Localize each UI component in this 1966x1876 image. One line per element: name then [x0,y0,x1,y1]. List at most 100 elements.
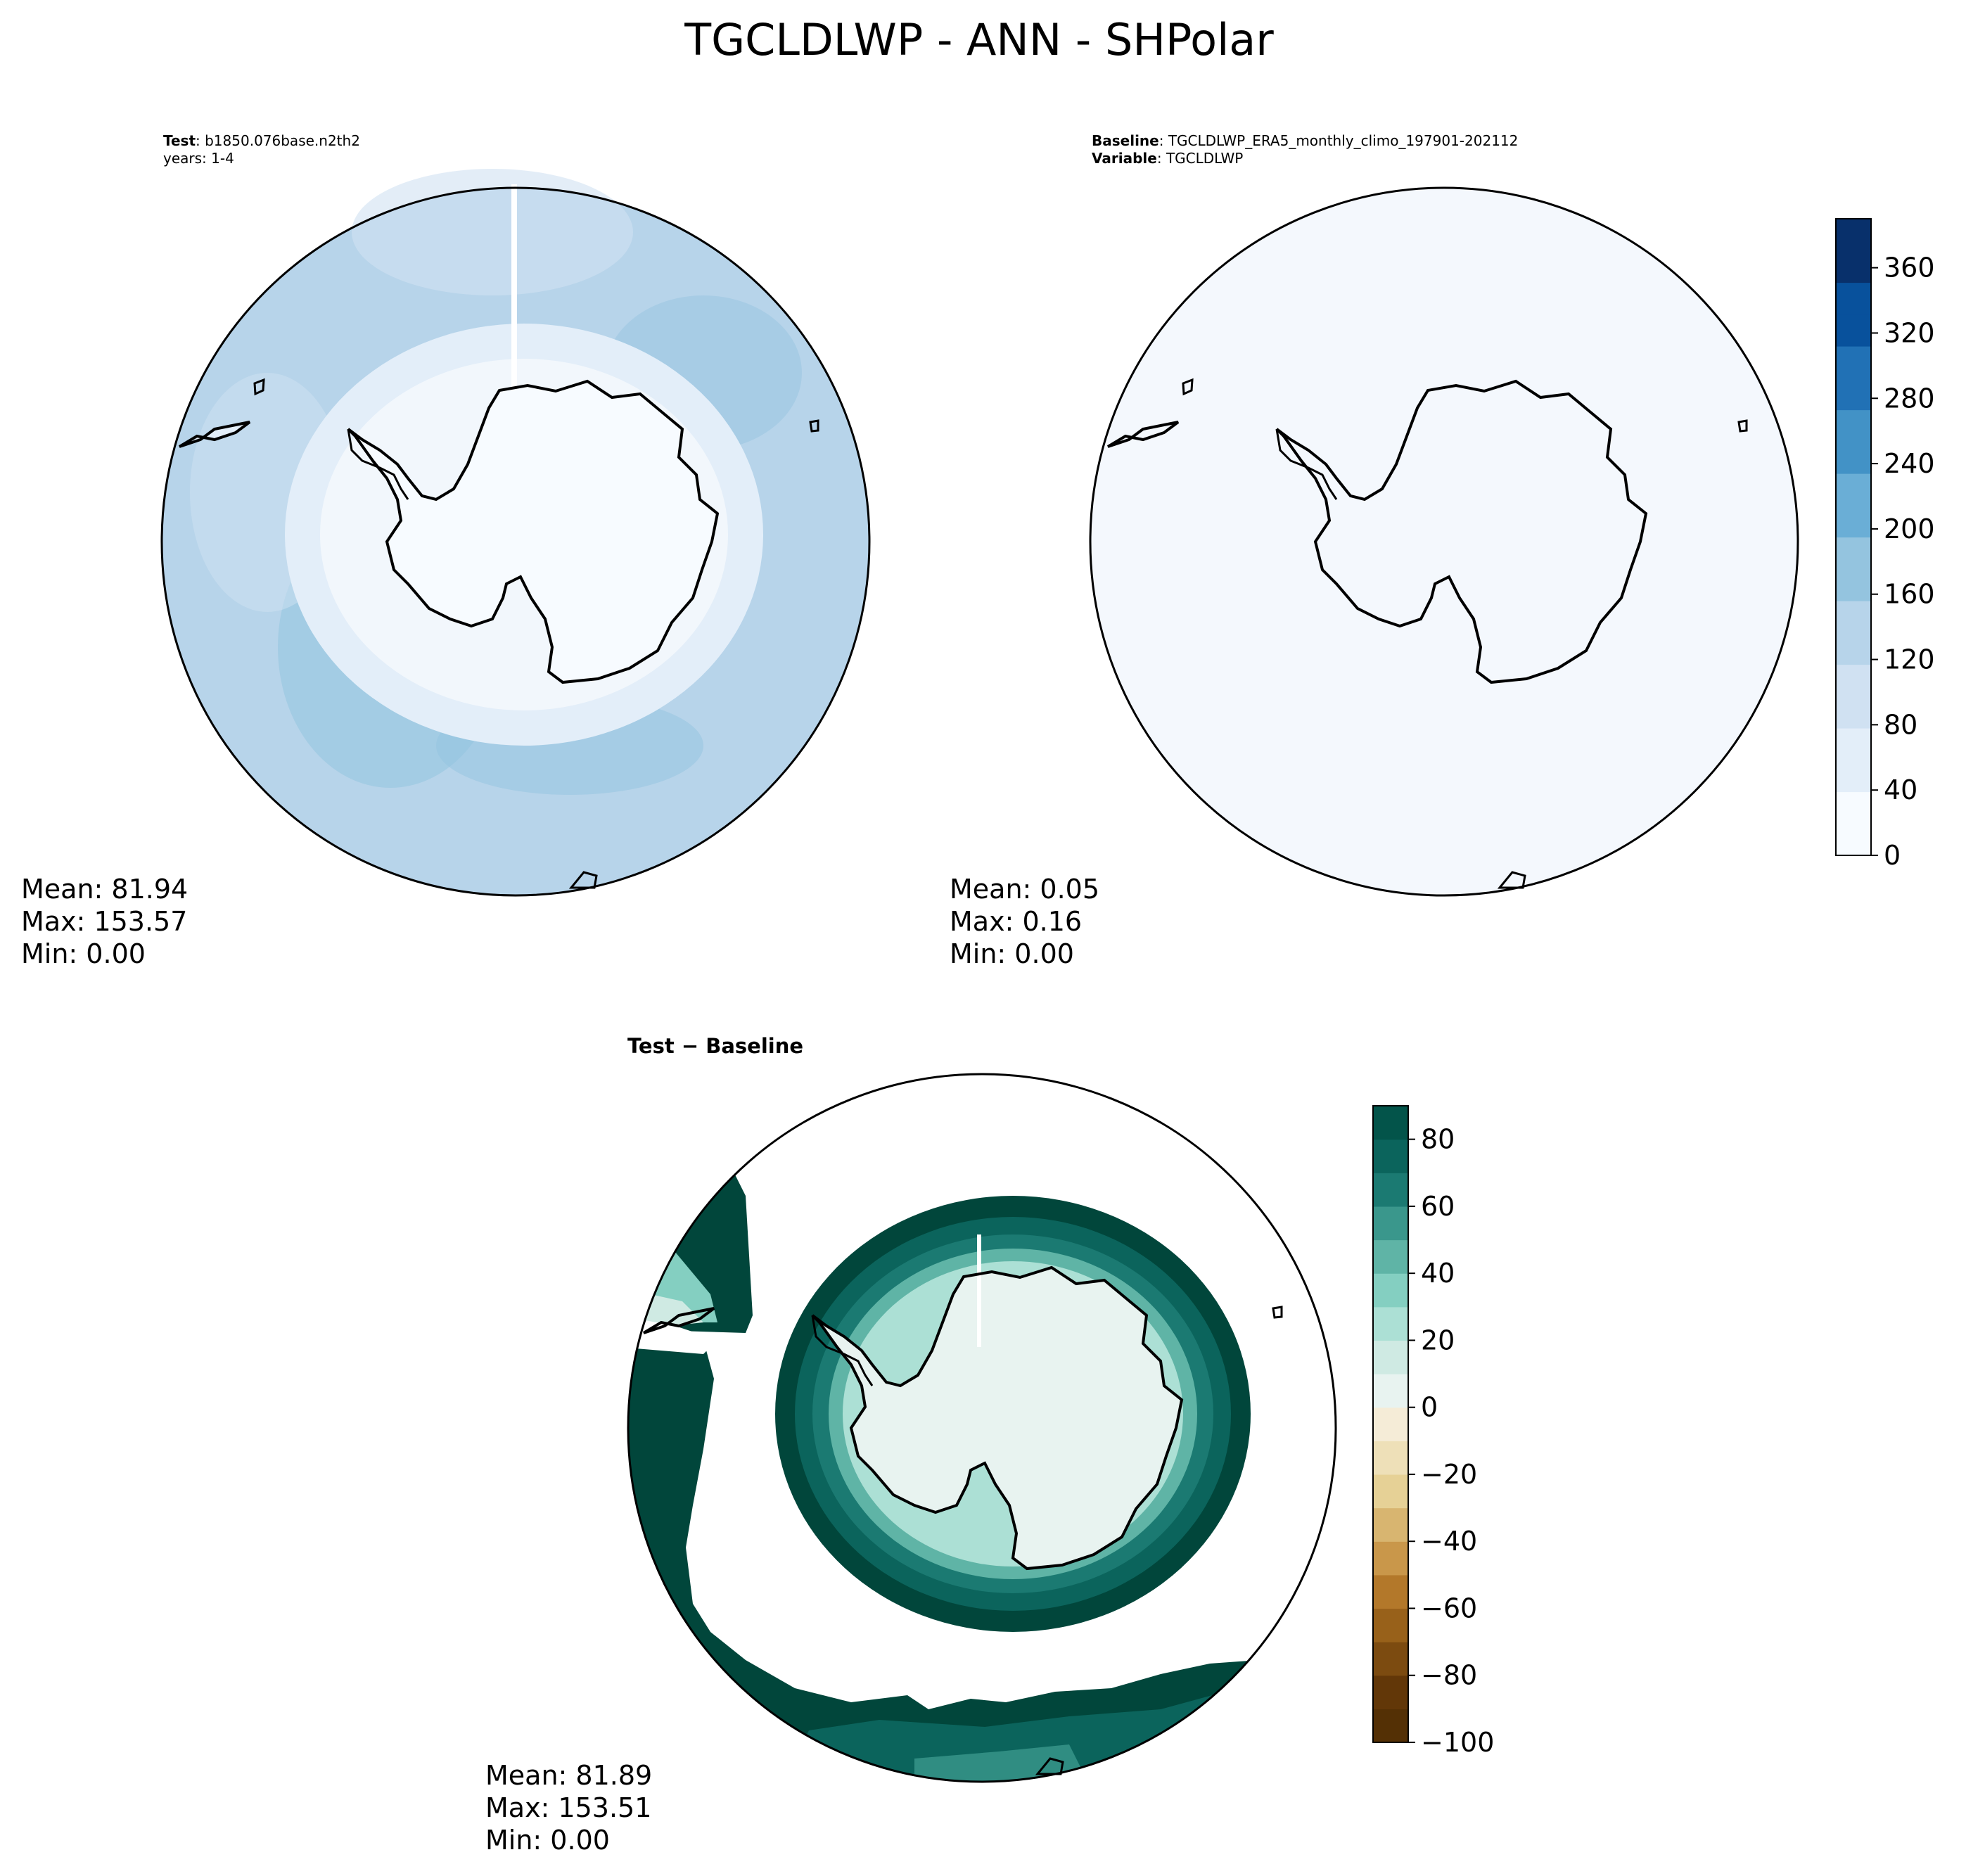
baseline-header-value: : TGCLDLWP_ERA5_monthly_climo_197901-202… [1159,132,1519,149]
baseline-colorbar-tick-label: 280 [1884,383,1935,414]
test-island-outline [809,419,819,433]
difference-colorbar-swatch [1373,1407,1408,1441]
baseline-colorbar-swatch [1836,728,1871,760]
difference-colorbar-tick-label: −100 [1421,1727,1494,1758]
difference-colorbar-swatch [1373,1541,1408,1576]
baseline-island-outline [1182,378,1194,396]
difference-island-outline [1272,1306,1283,1319]
difference-colorbar-swatch [1373,1675,1408,1709]
baseline-colorbar-swatch [1836,282,1871,315]
difference-stat-mean: Mean: 81.89 [485,1760,652,1791]
baseline-stat-min: Min: 0.00 [950,938,1074,969]
baseline-colorbar-swatch [1836,409,1871,442]
baseline-colorbar-swatch [1836,823,1871,856]
baseline-colorbar-swatch [1836,219,1871,251]
difference-colorbar-tick-label: −60 [1421,1593,1477,1623]
baseline-colorbar-swatch [1836,760,1871,793]
difference-map [627,1073,1337,1783]
baseline-colorbar-swatch [1836,346,1871,378]
difference-colorbar-tick-label: −80 [1421,1660,1477,1691]
baseline-stat-max: Max: 0.16 [950,906,1082,937]
baseline-colorbar-swatch [1836,791,1871,824]
baseline-colorbar-swatch [1836,473,1871,506]
difference-colorbar-swatch [1373,1139,1408,1173]
baseline-colorbar-swatch [1836,632,1871,665]
baseline-colorbar-tick-label: 160 [1884,579,1935,610]
difference-missing-column [977,1234,981,1347]
baseline-colorbar-tick-label: 120 [1884,644,1935,675]
difference-colorbar-swatch [1373,1273,1408,1308]
difference-colorbar: −100 −80 −60 −40 −20 0 20 40 60 80 [1372,1105,1494,1758]
baseline-colorbar-swatch [1836,568,1871,601]
baseline-colorbar-swatch [1836,537,1871,570]
test-header-label: Test [163,132,196,149]
difference-colorbar-tick-label: 80 [1421,1124,1455,1155]
baseline-header-line-1: Baseline: TGCLDLWP_ERA5_monthly_climo_19… [1092,132,1518,149]
baseline-header-label: Baseline [1092,132,1159,149]
difference-colorbar-swatch [1373,1441,1408,1475]
baseline-header-line-2: Variable: TGCLDLWP [1092,150,1243,167]
difference-west-sector [628,1340,1266,1782]
baseline-island-outline [1737,419,1748,433]
baseline-colorbar-swatch [1836,250,1871,283]
baseline-colorbar-tick-label: 320 [1884,317,1935,348]
difference-colorbar-frame [1372,1105,1409,1743]
figure-title: TGCLDLWP - ANN - SHPolar [684,14,1274,65]
baseline-colorbar-frame [1835,218,1872,856]
difference-colorbar-swatch [1373,1709,1408,1743]
difference-colorbar-swatch [1373,1106,1408,1140]
difference-stat-min: Min: 0.00 [485,1825,610,1856]
baseline-colorbar-swatch [1836,696,1871,729]
difference-colorbar-tick-label: 20 [1421,1325,1455,1355]
difference-colorbar-swatch [1373,1206,1408,1241]
baseline-colorbar-swatch [1836,601,1871,633]
test-stat-min: Min: 0.00 [21,938,146,969]
panel-difference: Test − Baseline [485,1034,1494,1856]
test-map-border [160,186,871,897]
variable-header-value: : TGCLDLWP [1157,150,1243,167]
difference-colorbar-tick-label: −20 [1421,1459,1477,1490]
difference-colorbar-tick-label: 60 [1421,1191,1455,1222]
baseline-colorbar-swatch [1836,505,1871,538]
baseline-colorbar-swatch [1836,378,1871,411]
baseline-colorbar-tick-label: 40 [1884,774,1917,805]
baseline-colorbar-tick-label: 80 [1884,709,1917,740]
difference-colorbar-swatch [1373,1239,1408,1274]
baseline-colorbar-swatch [1836,314,1871,347]
test-stat-max: Max: 153.57 [21,906,187,937]
baseline-map-border [1089,186,1799,897]
difference-colorbar-swatch [1373,1507,1408,1542]
baseline-colorbar-tick-label: 360 [1884,253,1935,283]
panel-test: Test: b1850.076base.n2th2 years: 1-4 Mea… [21,132,871,969]
difference-colorbar-swatch [1373,1306,1408,1341]
baseline-colorbar-swatch [1836,441,1871,474]
test-header-line-2: years: 1-4 [163,150,234,167]
baseline-colorbar: 0 40 80 120 160 200 240 280 320 360 [1835,218,1935,871]
difference-header: Test − Baseline [627,1034,803,1058]
difference-colorbar-swatch [1373,1374,1408,1408]
difference-colorbar-swatch [1373,1340,1408,1374]
baseline-colorbar-swatch [1836,664,1871,697]
difference-colorbar-tick-label: 0 [1421,1392,1438,1423]
panel-baseline: Baseline: TGCLDLWP_ERA5_monthly_climo_19… [950,132,1935,969]
test-header-line-1: Test: b1850.076base.n2th2 [163,132,360,149]
difference-colorbar-swatch [1373,1642,1408,1676]
baseline-field [1090,188,1798,895]
difference-colorbar-swatch [1373,1574,1408,1609]
difference-colorbar-swatch [1373,1173,1408,1207]
difference-map-border [627,1073,1337,1783]
test-island-outline [253,378,265,396]
variable-header-label: Variable [1092,150,1157,167]
test-stat-mean: Mean: 81.94 [21,874,188,905]
test-header-value: : b1850.076base.n2th2 [196,132,360,149]
test-missing-column [511,184,517,388]
baseline-colorbar-tick-label: 200 [1884,513,1935,544]
difference-colorbar-tick-label: −40 [1421,1526,1477,1557]
difference-colorbar-swatch [1373,1608,1408,1642]
baseline-stat-mean: Mean: 0.05 [950,874,1099,905]
difference-stat-max: Max: 153.51 [485,1792,651,1823]
baseline-map [1089,186,1799,897]
difference-colorbar-swatch [1373,1474,1408,1509]
baseline-colorbar-tick-label: 0 [1884,840,1901,871]
